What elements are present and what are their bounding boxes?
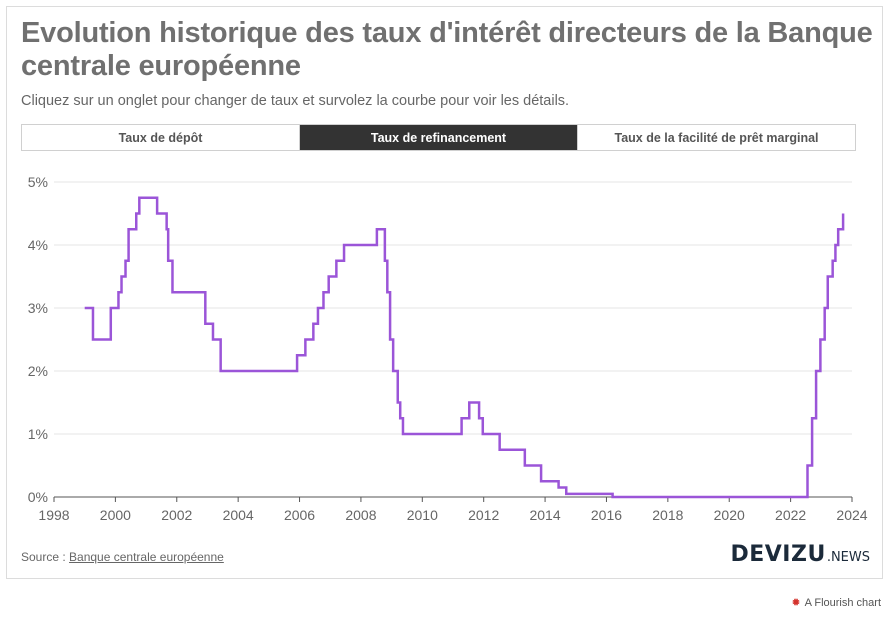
source-prefix: Source : xyxy=(21,550,70,564)
source-note: Source : Banque centrale européenne xyxy=(21,550,224,564)
x-tick-label: 2022 xyxy=(775,507,806,523)
flourish-credit[interactable]: ✹ A Flourish chart xyxy=(791,596,881,610)
flourish-burst-icon: ✹ xyxy=(791,597,801,609)
y-tick-label: 3% xyxy=(28,300,48,316)
chart-card: Evolution historique des taux d'intérêt … xyxy=(6,6,883,579)
y-tick-label: 2% xyxy=(28,363,48,379)
credit-text: A Flourish chart xyxy=(804,596,881,609)
y-tick-label: 5% xyxy=(28,174,48,190)
x-tick-label: 2016 xyxy=(591,507,622,523)
source-link[interactable]: Banque centrale européenne xyxy=(69,550,224,564)
x-tick-label: 2014 xyxy=(529,507,560,523)
y-tick-label: 0% xyxy=(28,489,48,505)
rate-tabs: Taux de dépôt Taux de refinancement Taux… xyxy=(21,124,856,151)
x-tick-label: 2020 xyxy=(714,507,745,523)
x-tick-label: 2002 xyxy=(161,507,192,523)
devizu-logo: DEVIZU .NEWS xyxy=(730,542,870,567)
page-title: Evolution historique des taux d'intérêt … xyxy=(21,17,873,82)
refinancing-rate-line xyxy=(84,196,845,499)
x-tick-label: 2004 xyxy=(223,507,254,523)
x-tick-label: 2008 xyxy=(345,507,376,523)
line-chart[interactable]: 0% 1% 2% 3% 4% 5% 1998 2000 2002 2004 2006 2008 2010… xyxy=(7,167,884,537)
x-tick-label: 2018 xyxy=(652,507,683,523)
tab-taux-de-refinancement[interactable]: Taux de refinancement xyxy=(299,125,577,150)
tab-taux-facilite-pret-marginal[interactable]: Taux de la facilité de prêt marginal xyxy=(577,125,855,150)
x-tick-label: 2010 xyxy=(407,507,438,523)
logo-suffix: .NEWS xyxy=(826,550,870,565)
tab-taux-de-depot[interactable]: Taux de dépôt xyxy=(22,125,299,150)
x-tick-label: 1998 xyxy=(38,507,69,523)
logo-main: DEVIZU xyxy=(730,542,826,567)
x-tick-label: 2024 xyxy=(836,507,867,523)
x-tick-label: 2012 xyxy=(468,507,499,523)
y-tick-label: 1% xyxy=(28,426,48,442)
x-tick-label: 2006 xyxy=(284,507,315,523)
x-tick-label: 2000 xyxy=(100,507,131,523)
page-subtitle: Cliquez sur un onglet pour changer de ta… xyxy=(21,93,570,109)
y-tick-label: 4% xyxy=(28,237,48,253)
